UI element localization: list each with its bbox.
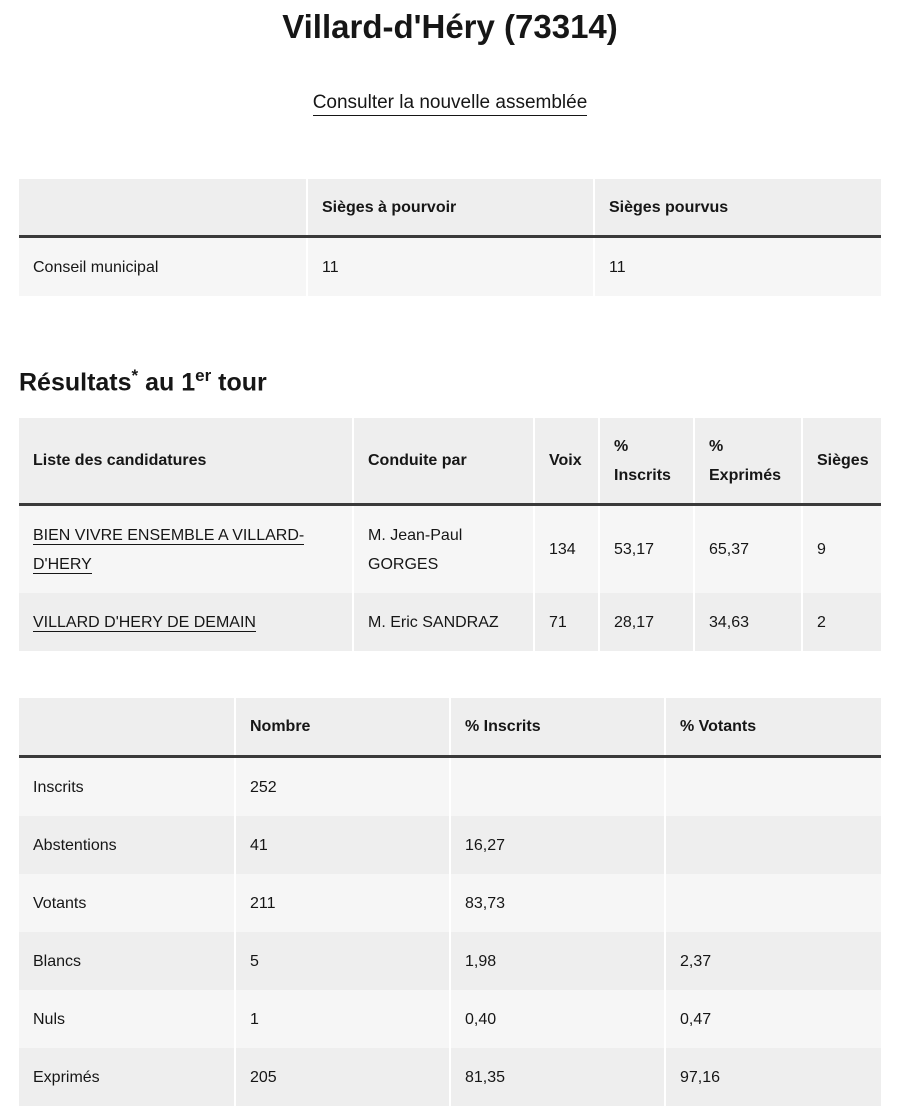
column-header: Voix — [533, 418, 599, 506]
table-cell: 134 — [533, 504, 599, 593]
seats-table: Sièges à pourvoir Sièges pourvus Conseil m… — [19, 179, 881, 296]
candidate-list-link[interactable]: BIEN VIVRE ENSEMBLE A VILLARD-D'HERY — [33, 526, 305, 574]
table-cell: Inscrits — [19, 756, 235, 816]
column-header — [19, 698, 235, 758]
table-row: VILLARD D'HERY DE DEMAIN M. Eric SANDRAZ 7… — [19, 593, 881, 651]
column-header: Sièges à pourvoir — [306, 179, 594, 238]
column-header: % Exprimés — [693, 418, 802, 506]
column-header: Conduite par — [352, 418, 534, 506]
table-row: Exprimés 205 81,35 97,16 — [19, 1048, 881, 1106]
table-cell: 34,63 — [693, 593, 802, 651]
heading-text: Résultats — [19, 368, 132, 397]
table-cell: 65,37 — [693, 504, 802, 593]
table-cell: 211 — [234, 874, 450, 932]
table-cell: 11 — [593, 236, 881, 296]
participation-table: Nombre% Inscrits% Votants Inscrits 252 Abst… — [19, 698, 881, 1106]
table-cell: Blancs — [19, 932, 235, 990]
header-row: Sièges à pourvoir Sièges pourvus — [19, 179, 881, 238]
results-table: Liste des candidatures Conduite par Voix% … — [19, 418, 881, 651]
table-cell: 5 — [234, 932, 450, 990]
header-row: Nombre% Inscrits% Votants — [19, 698, 881, 758]
table-cell: 9 — [801, 504, 881, 593]
table-cell: 1 — [234, 990, 450, 1048]
table-cell — [664, 874, 881, 932]
table-row: Blancs 5 1,98 2,37 — [19, 932, 881, 990]
table-cell: M. Jean-Paul GORGES — [352, 504, 534, 593]
table-cell: Votants — [19, 874, 235, 932]
table-cell: Nuls — [19, 990, 235, 1048]
table-cell: 41 — [234, 816, 450, 874]
table-cell: 81,35 — [449, 1048, 665, 1106]
table-cell: Exprimés — [19, 1048, 235, 1106]
table-cell: 0,47 — [664, 990, 881, 1048]
table-cell: 1,98 — [449, 932, 665, 990]
column-header: Liste des candidatures — [19, 418, 353, 506]
table-row: Conseil municipal 11 11 — [19, 236, 881, 296]
table-cell: Abstentions — [19, 816, 235, 874]
table-cell: 71 — [533, 593, 599, 651]
page-title: Villard-d'Héry (73314) — [282, 8, 618, 45]
table-cell: 2,37 — [664, 932, 881, 990]
asterisk: * — [131, 366, 139, 385]
table-cell: 28,17 — [598, 593, 694, 651]
header-row: Liste des candidatures Conduite par Voix% … — [19, 418, 881, 506]
column-header: Sièges pourvus — [593, 179, 881, 238]
ordinal-suffix: er — [195, 366, 212, 385]
table-cell: BIEN VIVRE ENSEMBLE A VILLARD-D'HERY — [19, 504, 353, 593]
new-assembly-link[interactable]: Consulter la nouvelle assemblée — [312, 92, 588, 116]
results-heading: Résultats* au 1er tour — [19, 366, 267, 397]
table-cell — [664, 756, 881, 816]
table-row: Abstentions 41 16,27 — [19, 816, 881, 874]
table-cell: Conseil municipal — [19, 236, 307, 296]
candidate-list-link[interactable]: VILLARD D'HERY DE DEMAIN — [33, 613, 256, 632]
table-cell: 252 — [234, 756, 450, 816]
table-row: BIEN VIVRE ENSEMBLE A VILLARD-D'HERY M. J… — [19, 504, 881, 593]
column-header: Nombre — [234, 698, 450, 758]
table-cell: 16,27 — [449, 816, 665, 874]
table-cell: 97,16 — [664, 1048, 881, 1106]
table-cell: M. Eric SANDRAZ — [352, 593, 534, 651]
table-row: Inscrits 252 — [19, 756, 881, 816]
column-header — [19, 179, 307, 238]
table-cell: 0,40 — [449, 990, 665, 1048]
column-header: Sièges — [801, 418, 881, 506]
heading-text: tour — [211, 368, 267, 397]
heading-text: au 1 — [138, 368, 196, 397]
table-cell: 83,73 — [449, 874, 665, 932]
table-cell: 205 — [234, 1048, 450, 1106]
table-row: Votants 211 83,73 — [19, 874, 881, 932]
table-cell: 53,17 — [598, 504, 694, 593]
column-header: % Inscrits — [449, 698, 665, 758]
table-cell — [449, 756, 665, 816]
column-header: % Inscrits — [598, 418, 694, 506]
table-row: Nuls 1 0,40 0,47 — [19, 990, 881, 1048]
table-cell — [664, 816, 881, 874]
table-cell: 2 — [801, 593, 881, 651]
table-cell: 11 — [306, 236, 594, 296]
table-cell: VILLARD D'HERY DE DEMAIN — [19, 593, 353, 651]
column-header: % Votants — [664, 698, 881, 758]
